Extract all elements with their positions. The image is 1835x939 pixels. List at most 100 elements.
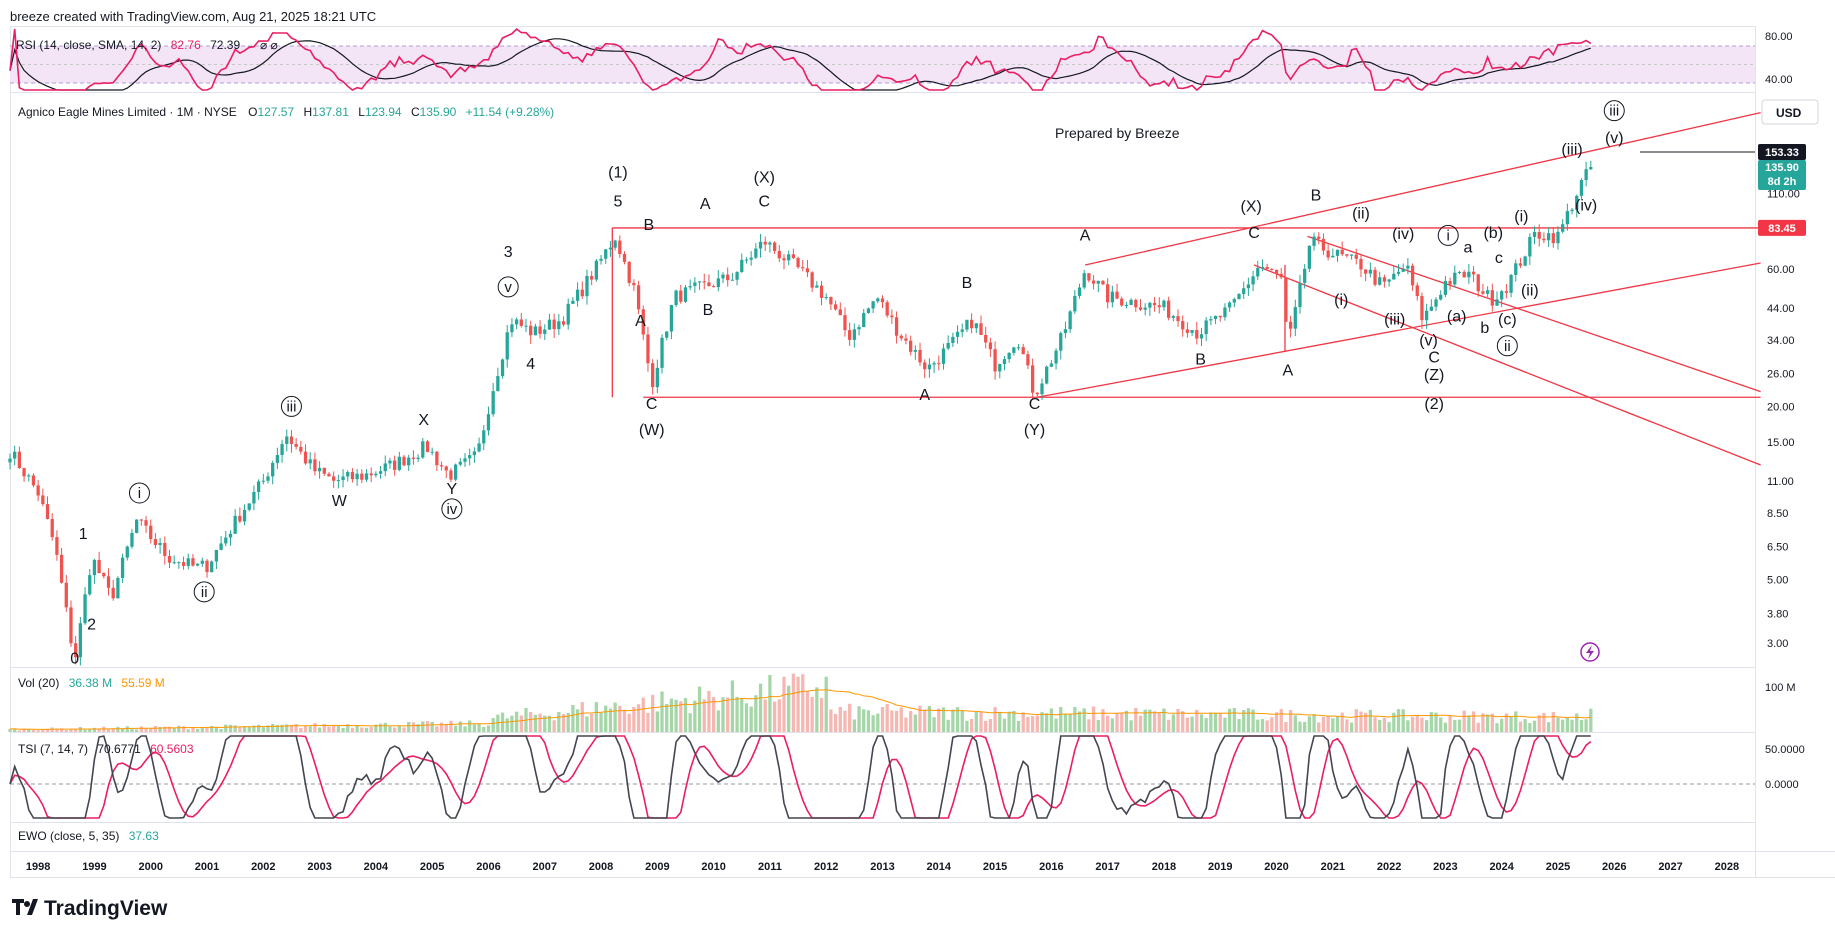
currency-button[interactable] [1761, 99, 1819, 125]
ewo-pane[interactable]: EWO (close, 5, 35) 37.63 [18, 829, 159, 843]
price-tick: 3.80 [1767, 609, 1788, 621]
volume-bar [1195, 709, 1199, 732]
candle-body [1396, 271, 1401, 274]
rsi-ma-value: 72.39 [210, 38, 240, 52]
candle-body [1382, 277, 1387, 282]
candle-body [219, 543, 223, 550]
volume-bar [59, 728, 64, 732]
volume-bar [599, 712, 603, 732]
candle-body [191, 558, 195, 566]
volume-bar [1457, 719, 1462, 732]
volume-bar [984, 720, 988, 732]
price-pane[interactable]: Agnico Eagle Mines Limited · 1M · NYSE O… [8, 99, 1819, 668]
ewo-legend: EWO (close, 5, 35) 37.63 [18, 829, 159, 843]
volume-bar [378, 723, 383, 732]
tsi-pane[interactable]: TSI (7, 14, 7) 70.6771 60.5603 50.0000 0… [9, 735, 1805, 819]
volume-bar [594, 702, 598, 732]
volume-bar [1035, 715, 1039, 732]
candle-body [421, 441, 425, 458]
volume-bar [1396, 709, 1401, 732]
candle-body [510, 324, 514, 333]
candle-body [1565, 211, 1570, 225]
candle-body [1420, 296, 1424, 321]
candle-body [1246, 284, 1251, 289]
volume-bar [669, 698, 674, 732]
wave-label: iii [286, 398, 296, 415]
volume-bar [472, 724, 477, 732]
wave-label: A [1080, 227, 1091, 244]
time-tick: 2024 [1489, 861, 1514, 873]
volume-bar [768, 675, 772, 732]
volume-bar [163, 726, 167, 732]
rsi-tick-40: 40.00 [1765, 74, 1793, 86]
wave-label: (iv) [1392, 226, 1414, 243]
candle-body [1157, 305, 1161, 308]
volume-bar [904, 717, 908, 732]
candle-body [1495, 299, 1499, 306]
wave-label: ii [201, 584, 208, 601]
volume-bar [1424, 720, 1429, 732]
volume-bar [303, 725, 308, 732]
candle-body [1387, 279, 1391, 282]
attribution-text: breeze created with TradingView.com, Aug… [10, 9, 376, 24]
wave-label: C [1428, 350, 1440, 367]
volume-bar [646, 712, 650, 732]
price-tick: 110.00 [1767, 188, 1800, 200]
time-axis[interactable]: 1998 1999 2000 2001 2002 2003 2004 2005 2006 2007… [26, 861, 1739, 873]
volume-bar [289, 724, 294, 732]
volume-bar [1026, 717, 1030, 732]
candle-body [224, 537, 228, 544]
volume-bar [1448, 715, 1452, 732]
candle-body [416, 457, 420, 459]
candle-body [50, 519, 54, 538]
candle-body [1471, 271, 1476, 275]
candle-body [857, 327, 861, 330]
volume-bar [13, 728, 17, 732]
wave-label: (i) [1334, 292, 1348, 309]
volume-bar [1077, 711, 1082, 732]
volume-bar [655, 711, 659, 732]
rsi-pane[interactable]: RSI (14, close, SMA, 14, 2) 82.76 72.39 … [9, 27, 1793, 92]
eye-slash-icon[interactable]: ⌀ ⌀ [260, 38, 278, 52]
time-tick: 2006 [476, 861, 500, 873]
volume-bar [651, 694, 655, 732]
candle-body [514, 319, 519, 325]
volume-bar [1575, 713, 1579, 732]
candle-body [1570, 209, 1574, 212]
candle-body [1190, 330, 1194, 333]
candle-body [575, 289, 580, 301]
countdown-value: 8d 2h [1768, 176, 1797, 188]
wave-label: 1 [79, 526, 88, 543]
volume-bar [139, 726, 143, 732]
volume-bar [111, 728, 115, 732]
volume-bar [393, 727, 397, 732]
volume-bar [810, 697, 814, 732]
tradingview-logo[interactable]: TradingView [12, 897, 168, 920]
volume-bar [1199, 714, 1204, 732]
volume-pane[interactable]: Vol (20) 36.38 M 55.59 M 100 M [8, 673, 1796, 732]
volume-bar [824, 676, 828, 732]
volume-bar [1406, 720, 1410, 732]
trend-lines[interactable] [611, 112, 1761, 466]
candle-body [1049, 363, 1054, 367]
candle-body [149, 525, 153, 540]
candle-body [749, 257, 753, 260]
candle-body [1345, 254, 1349, 256]
candle-body [1134, 299, 1138, 308]
volume-bar [1471, 711, 1476, 732]
candle-body [1528, 236, 1532, 257]
candle-body [1129, 299, 1133, 305]
candle-body [604, 249, 608, 259]
candle-body [529, 325, 533, 336]
volume-bar [1500, 718, 1504, 732]
candle-body [571, 300, 575, 304]
candle-body [425, 441, 430, 452]
wave-label: C [759, 194, 771, 211]
volume-bar [1382, 717, 1387, 732]
candle-body [735, 272, 739, 280]
volume-bar [186, 729, 190, 732]
candle-body [927, 364, 932, 370]
volume-bar [1565, 717, 1570, 732]
candle-body [172, 562, 176, 564]
